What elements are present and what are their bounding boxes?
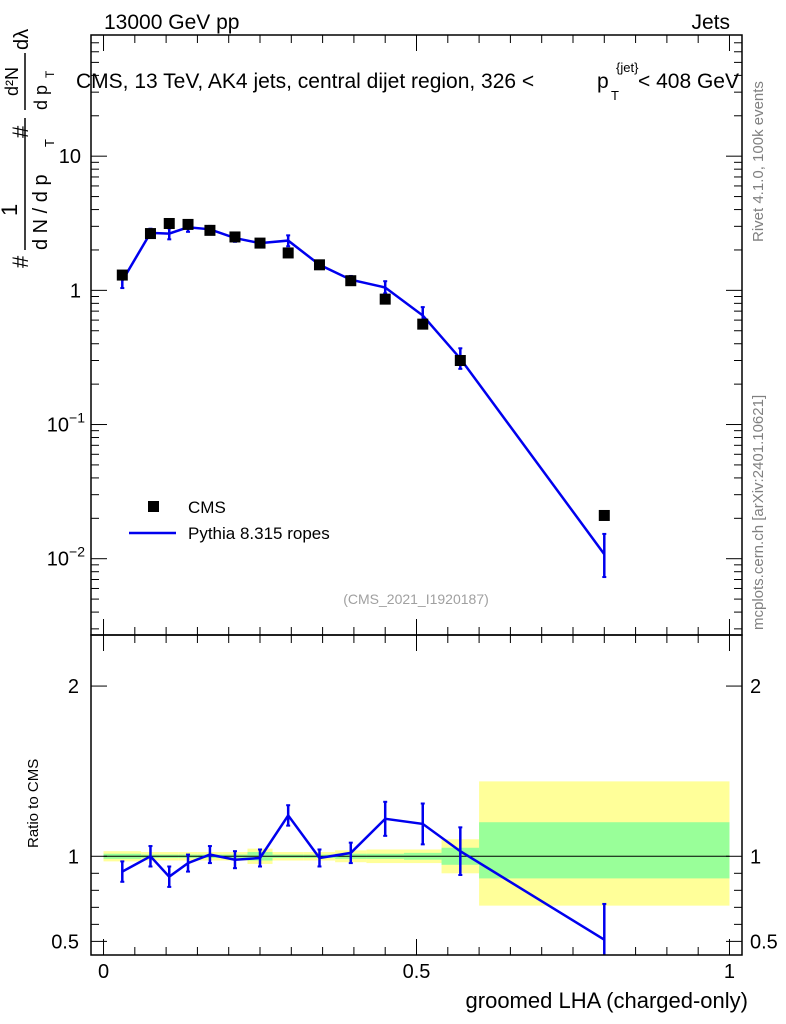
svg-text:d²N: d²N — [2, 67, 22, 96]
y-tick-label: 1 — [70, 280, 81, 302]
ratio-panel: 0.5 0.5 1 1 2 2 0 0.5 1 Ratio to CMS — [25, 634, 778, 983]
cms-data-point — [254, 237, 266, 249]
legend-data-marker — [148, 501, 159, 512]
plot-title: CMS, 13 TeV, AK4 jets, central dijet reg… — [76, 70, 534, 93]
main-marks — [116, 217, 610, 579]
svg-text:1: 1 — [0, 204, 22, 216]
mc-line — [121, 226, 606, 555]
plot-title-p: p — [597, 70, 609, 93]
svg-text:T: T — [43, 70, 57, 78]
legend-mc-label: Pythia 8.315 ropes — [188, 524, 330, 543]
svg-text:#: # — [8, 255, 33, 268]
ratio-y-tick-label-left: 2 — [68, 676, 79, 698]
plot-title-t: T — [611, 88, 619, 103]
cms-data-point — [345, 275, 357, 287]
cms-data-point — [454, 355, 466, 367]
cms-data-point — [116, 269, 128, 281]
x-tick-label: 1 — [724, 961, 735, 983]
legend-data-label: CMS — [188, 498, 226, 517]
ratio-y-tick-label-left: 1 — [68, 846, 79, 868]
x-axis-label: groomed LHA (charged-only) — [466, 988, 748, 1013]
cms-data-point — [598, 509, 610, 521]
ratio-marks — [120, 800, 607, 955]
svg-text:d N / d p: d N / d p — [30, 174, 52, 250]
y-tick-label: 10−1 — [47, 410, 85, 437]
main-frame — [90, 34, 743, 636]
plot-title-tail: < 408 GeV — [638, 70, 739, 93]
main-panel: 10−2 10−1 1 10 CMS, 13 TeV, AK4 jets, centr… — [0, 29, 743, 636]
main-ticks: 10−2 10−1 1 10 — [47, 34, 742, 635]
rivet-version: Rivet 4.1.0, 100k events — [750, 81, 767, 242]
y-tick-label: 10 — [59, 146, 81, 168]
ratio-y-tick-label-left: 0.5 — [51, 931, 79, 953]
svg-text:dλ: dλ — [11, 29, 33, 50]
cms-data-point — [144, 228, 156, 240]
cms-data-point — [229, 231, 241, 243]
cms-data-point — [313, 259, 325, 271]
y-tick-label: 10−2 — [47, 544, 85, 571]
cms-data-point — [182, 218, 194, 230]
cms-data-point — [163, 217, 175, 229]
ratio-ticks: 0.5 0.5 1 1 2 2 0 0.5 1 — [51, 635, 778, 983]
header-left: 13000 GeV pp — [104, 11, 239, 34]
x-tick-label: 0 — [98, 961, 109, 983]
ratio-mc-line — [121, 813, 605, 941]
svg-text:T: T — [42, 139, 57, 147]
analysis-id: (CMS_2021_I1920187) — [343, 591, 489, 607]
main-ylabel: # 1 d N / d p T # d²N d p T dλ — [0, 29, 57, 268]
svg-text:#: # — [8, 125, 33, 138]
cms-data-point — [417, 318, 429, 330]
plot-title-jet: {jet} — [616, 60, 639, 75]
ratio-bands — [103, 781, 730, 906]
cms-data-point — [282, 247, 294, 259]
cms-data-point — [204, 224, 216, 236]
header-right: Jets — [691, 11, 730, 34]
ratio-frame — [90, 634, 743, 956]
cms-data-point — [379, 293, 391, 305]
x-tick-label: 0.5 — [403, 961, 431, 983]
ratio-band-green — [479, 822, 730, 879]
ratio-ylabel: Ratio to CMS — [25, 759, 42, 848]
ratio-y-tick-label-right: 1 — [750, 846, 761, 868]
mcplots-credit: mcplots.cern.ch [arXiv:2401.10621] — [750, 395, 767, 630]
ratio-y-tick-label-right: 2 — [750, 676, 761, 698]
svg-text:d p: d p — [31, 85, 51, 110]
ratio-y-tick-label-right: 0.5 — [750, 931, 778, 953]
